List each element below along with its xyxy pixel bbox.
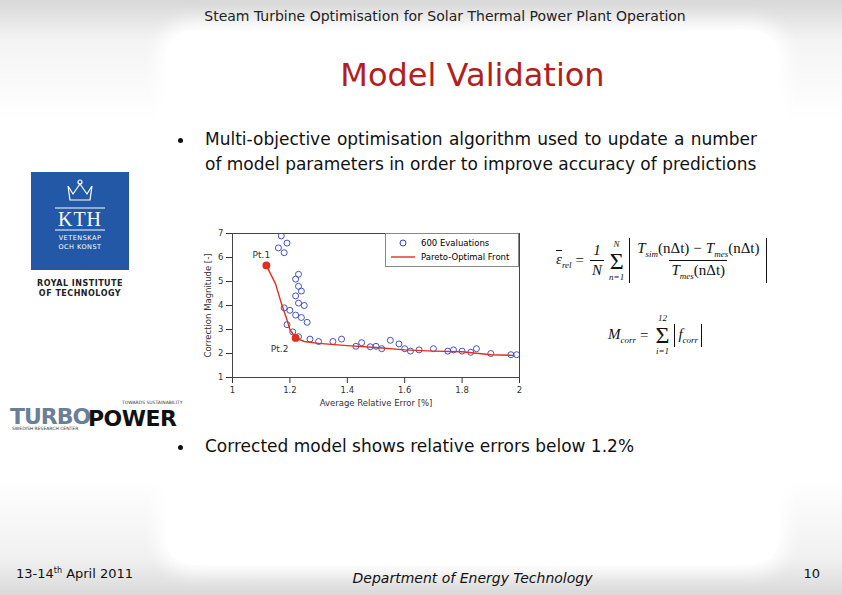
svg-text:Average Relative Error [%]: Average Relative Error [%] — [320, 398, 433, 408]
html-text:Mcorr =: Mcorr = — [608, 325, 649, 345]
html-text:OCH KONST: OCH KONST — [58, 243, 102, 251]
svg-text:7: 7 — [218, 228, 223, 238]
svg-text:6: 6 — [218, 252, 223, 262]
html-text:1: 1 — [593, 242, 601, 258]
html-text:SWEDISH RESEARCH CENTER: SWEDISH RESEARCH CENTER — [12, 426, 79, 431]
html-text:Corrected model shows relative: Corrected model shows relative errors be… — [205, 436, 635, 456]
svg-text:Correction Magnitude [-]: Correction Magnitude [-] — [203, 253, 213, 357]
html-text:TOWARDS SUSTAINABILITY: TOWARDS SUSTAINABILITY — [122, 400, 183, 405]
html-text:VETENSKAP: VETENSKAP — [58, 234, 102, 242]
html-text:Model Validation: Model Validation — [340, 56, 605, 94]
html-text:N: N — [592, 262, 603, 278]
html-text:Σ: Σ — [609, 247, 624, 274]
html-text:Tsim(nΔt) − Tmes(nΔt): Tsim(nΔt) − Tmes(nΔt) — [637, 240, 760, 259]
svg-text:Pt.2: Pt.2 — [271, 344, 289, 354]
html-text:Multi-objective optimisation a: Multi-objective optimisation algorithm u… — [205, 129, 757, 174]
html-text:i=1: i=1 — [655, 346, 669, 356]
html-text:Steam Turbine Optimisation for: Steam Turbine Optimisation for Solar The… — [204, 8, 686, 24]
html-text:OF TECHNOLOGY: OF TECHNOLOGY — [38, 289, 122, 298]
html-text:POWER: POWER — [88, 406, 177, 431]
html-text:n=1: n=1 — [609, 271, 625, 282]
svg-text:1: 1 — [230, 385, 235, 395]
svg-text:3: 3 — [218, 324, 223, 334]
html-text:Pareto-Optimal Front: Pareto-Optimal Front — [421, 252, 510, 262]
svg-text:1.4: 1.4 — [341, 385, 355, 395]
svg-text:1.2: 1.2 — [283, 385, 297, 395]
html-text:600 Evaluations: 600 Evaluations — [421, 238, 490, 248]
html-text:12: 12 — [658, 313, 667, 323]
svg-text:1.6: 1.6 — [398, 385, 412, 395]
svg-text:Pt.1: Pt.1 — [253, 250, 271, 260]
svg-text:4: 4 — [218, 300, 223, 310]
html-text:Department of Energy Technolog: Department of Energy Technology — [352, 570, 593, 586]
html-text:10: 10 — [803, 566, 820, 581]
html-text:Tmes(nΔt): Tmes(nΔt) — [671, 262, 726, 281]
html-text:fcorr: fcorr — [678, 325, 699, 345]
svg-text:1: 1 — [218, 372, 223, 382]
html-text:TURBO: TURBO — [10, 404, 91, 429]
html-text:εrel =: εrel = — [556, 251, 585, 270]
html-text:Σ: Σ — [655, 322, 670, 348]
html-text:KTH: KTH — [57, 208, 102, 230]
html-text:N: N — [613, 238, 620, 249]
svg-text:2: 2 — [517, 385, 522, 395]
svg-text:1.8: 1.8 — [455, 385, 469, 395]
html-text:ROYAL INSTITUTE: ROYAL INSTITUTE — [37, 279, 123, 288]
svg-text:2: 2 — [218, 348, 223, 358]
svg-text:5: 5 — [218, 276, 223, 286]
html-text:13-14thApril 2011: 13-14thApril 2011 — [16, 566, 134, 582]
